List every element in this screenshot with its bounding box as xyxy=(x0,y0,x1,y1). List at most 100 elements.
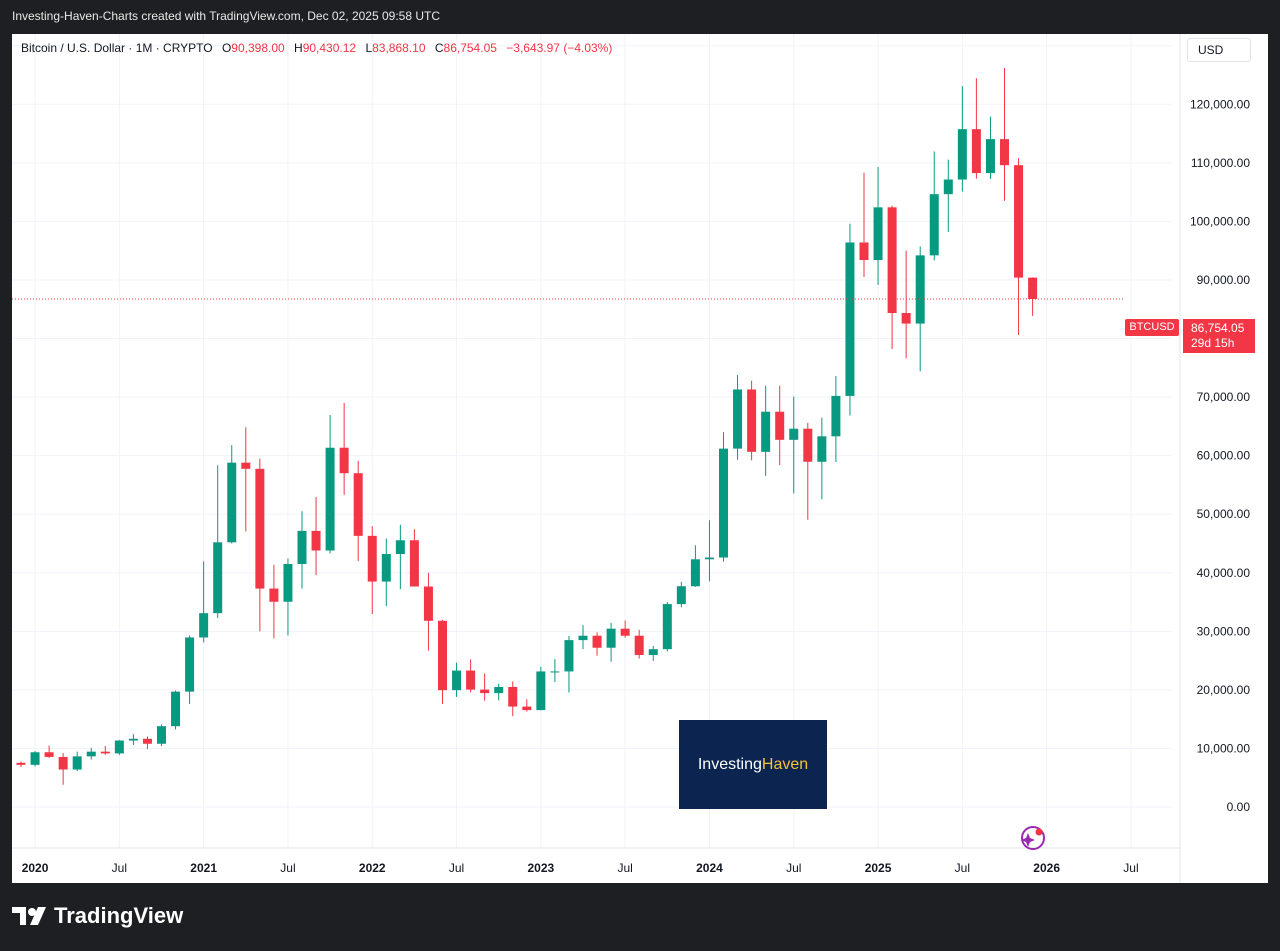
candle[interactable] xyxy=(157,724,166,747)
currency-button[interactable]: USD xyxy=(1187,38,1251,62)
candle[interactable] xyxy=(634,629,644,659)
candle[interactable] xyxy=(466,659,476,693)
candle[interactable] xyxy=(452,662,462,697)
candle[interactable] xyxy=(480,673,490,701)
candle[interactable] xyxy=(971,78,981,179)
candle[interactable] xyxy=(142,736,152,750)
candle[interactable] xyxy=(873,166,883,285)
candle[interactable] xyxy=(72,751,82,771)
sparkle-icon[interactable] xyxy=(1016,823,1048,853)
candle[interactable] xyxy=(845,223,855,416)
candle-body xyxy=(255,468,265,589)
x-tick-label: Jul xyxy=(112,861,127,875)
candle-body xyxy=(1000,139,1009,166)
candle[interactable] xyxy=(227,445,237,544)
candle[interactable] xyxy=(241,427,251,532)
candle[interactable] xyxy=(171,690,181,730)
candle[interactable] xyxy=(648,645,658,661)
candle[interactable] xyxy=(255,458,265,632)
candle[interactable] xyxy=(690,545,700,587)
candle[interactable] xyxy=(16,761,26,768)
y-tick-label: 100,000.00 xyxy=(1190,214,1250,228)
candle-body xyxy=(859,242,869,261)
candle[interactable] xyxy=(620,620,630,638)
candle[interactable] xyxy=(1028,277,1038,316)
candle[interactable] xyxy=(508,681,518,717)
candle-body xyxy=(381,554,391,582)
candle[interactable] xyxy=(283,558,293,636)
high-value: 90,430.12 xyxy=(302,41,357,55)
candle[interactable] xyxy=(494,683,504,701)
y-tick-label: 120,000.00 xyxy=(1190,97,1250,111)
candle[interactable] xyxy=(213,465,223,618)
candle[interactable] xyxy=(1014,158,1024,336)
candle[interactable] xyxy=(606,622,616,662)
candle[interactable] xyxy=(915,246,925,372)
candle[interactable] xyxy=(662,602,672,652)
candle[interactable] xyxy=(803,422,813,520)
candle[interactable] xyxy=(438,619,447,704)
candle[interactable] xyxy=(747,380,757,461)
candle[interactable] xyxy=(409,529,419,587)
candle[interactable] xyxy=(733,375,743,460)
candle[interactable] xyxy=(536,666,546,711)
candle[interactable] xyxy=(128,734,138,745)
candle[interactable] xyxy=(395,524,405,590)
candle[interactable] xyxy=(831,375,841,463)
candle[interactable] xyxy=(58,753,68,785)
candle[interactable] xyxy=(592,632,602,656)
candle[interactable] xyxy=(325,414,335,554)
candle[interactable] xyxy=(199,561,209,643)
candle[interactable] xyxy=(367,526,377,615)
candle-body xyxy=(199,613,209,638)
candle[interactable] xyxy=(353,460,363,562)
symbol-title[interactable]: Bitcoin / U.S. Dollar · 1M · CRYPTO xyxy=(21,41,213,55)
candle[interactable] xyxy=(817,417,827,500)
candle[interactable] xyxy=(887,205,897,350)
candle[interactable] xyxy=(30,751,40,767)
candle-body xyxy=(114,740,124,754)
candle[interactable] xyxy=(185,635,195,704)
candle[interactable] xyxy=(100,746,110,755)
candle[interactable] xyxy=(901,250,911,359)
candle[interactable] xyxy=(550,659,560,682)
candle-body xyxy=(423,586,433,621)
candle[interactable] xyxy=(339,402,349,495)
candle[interactable] xyxy=(44,745,54,758)
candle[interactable] xyxy=(761,385,771,476)
tradingview-footer-logo[interactable]: TradingView xyxy=(12,903,183,929)
candle[interactable] xyxy=(929,151,939,261)
candle[interactable] xyxy=(297,511,307,589)
candle[interactable] xyxy=(522,699,532,712)
candle-body xyxy=(480,689,490,694)
ohlc-legend: Bitcoin / U.S. Dollar · 1M · CRYPTO O90,… xyxy=(21,41,612,55)
candle[interactable] xyxy=(719,432,728,562)
x-tick-label: Jul xyxy=(786,861,801,875)
chart-area[interactable]: 0.00 10,000.00 20,000.00 30,000.00 40,000.00… xyxy=(12,34,1268,883)
candle[interactable] xyxy=(789,396,799,494)
candle[interactable] xyxy=(676,581,686,608)
candle-body xyxy=(395,540,405,555)
candle[interactable] xyxy=(859,172,869,278)
candlestick-chart[interactable]: 0.00 10,000.00 20,000.00 30,000.00 40,000.00… xyxy=(12,34,1268,883)
candle-body xyxy=(100,751,110,754)
candle[interactable] xyxy=(1000,67,1009,201)
candle[interactable] xyxy=(381,538,391,607)
candle[interactable] xyxy=(775,385,785,466)
candle[interactable] xyxy=(578,625,588,650)
brand-part2: Haven xyxy=(761,755,809,773)
candle[interactable] xyxy=(957,86,967,192)
candle-body xyxy=(761,411,771,452)
low-label: L xyxy=(365,41,373,55)
candle[interactable] xyxy=(943,159,953,232)
candle[interactable] xyxy=(985,116,995,179)
y-tick-label: 110,000.00 xyxy=(1191,156,1250,170)
candle[interactable] xyxy=(269,564,279,639)
candle-body xyxy=(213,542,223,614)
candle[interactable] xyxy=(114,739,124,755)
candle[interactable] xyxy=(86,747,96,760)
candle[interactable] xyxy=(564,636,574,693)
candle[interactable] xyxy=(423,572,433,651)
candle[interactable] xyxy=(704,520,714,582)
candle[interactable] xyxy=(311,496,321,576)
